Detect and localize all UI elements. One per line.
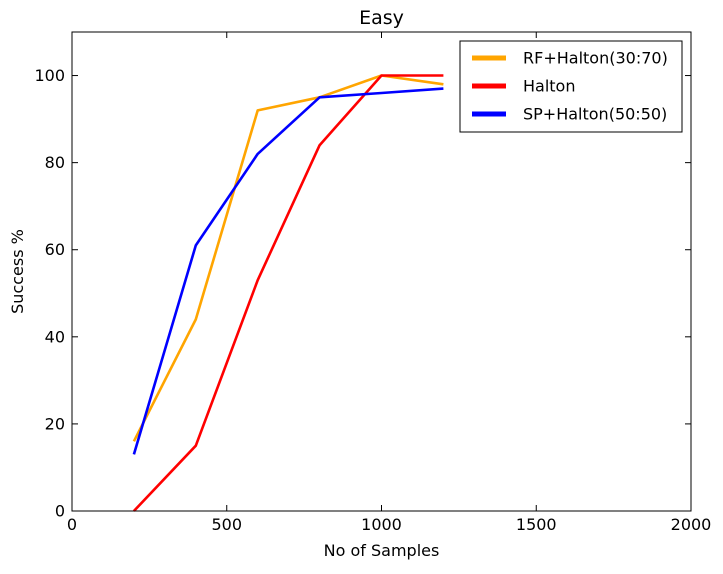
x-tick-label: 1000: [361, 515, 402, 534]
legend-entries: RF+Halton(30:70) Halton SP+Halton(50:50): [472, 49, 668, 124]
x-tick-label: 1500: [516, 515, 557, 534]
legend: RF+Halton(30:70) Halton SP+Halton(50:50): [459, 40, 683, 133]
series-line-1: [132, 74, 444, 442]
y-tick-label: 60: [45, 240, 65, 259]
y-tick-label: 40: [45, 327, 65, 346]
chart-title: Easy: [359, 7, 404, 29]
series-layer: [132, 74, 444, 512]
series-line-2: [132, 74, 444, 512]
y-tick-label: 80: [45, 153, 65, 172]
y-axis-label: Success %: [8, 229, 27, 314]
y-tick-label: 20: [45, 414, 65, 433]
ticks-layer: 0 500 1000 1500 2000 0 20 40 60 80 100: [34, 32, 711, 534]
legend-label-1: RF+Halton(30:70): [523, 49, 668, 68]
series-line-3: [132, 87, 444, 455]
y-tick-label: 100: [34, 66, 65, 85]
x-tick-label: 0: [67, 515, 77, 534]
x-tick-label: 2000: [671, 515, 712, 534]
x-axis-label: No of Samples: [324, 541, 440, 560]
y-tick-label: 0: [55, 502, 65, 521]
legend-label-3: SP+Halton(50:50): [523, 105, 667, 124]
legend-label-2: Halton: [523, 77, 575, 96]
x-tick-label: 500: [211, 515, 242, 534]
